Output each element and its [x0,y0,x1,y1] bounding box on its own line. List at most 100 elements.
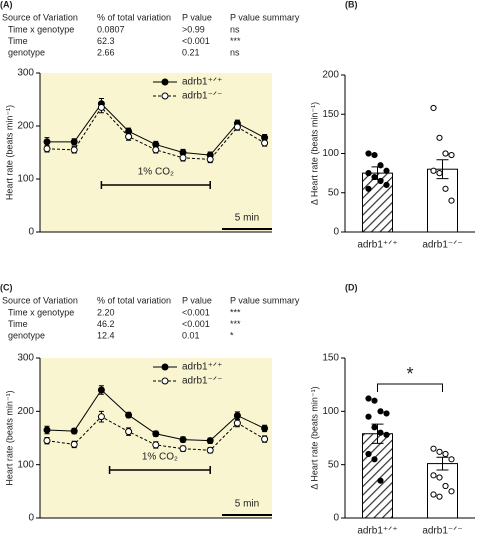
data-point [43,138,51,146]
data-point [125,133,133,141]
individual-point [377,477,384,484]
table-cell: genotype [8,330,45,340]
table-cell: 0.0807 [97,24,125,34]
y-axis-label: Heart rate (beats min⁻¹) [4,105,14,200]
table-cell: <0.001 [182,307,210,317]
data-point [125,411,133,419]
individual-point [365,170,372,177]
individual-point [383,431,390,438]
scale-label: 5 min [235,499,259,510]
data-point [261,139,269,147]
y-tick-label: 200 [322,70,339,81]
data-point [152,430,160,438]
data-point [70,427,78,435]
data-point [233,412,241,420]
stimulus-bar [108,466,211,474]
y-tick-label: 300 [17,68,34,79]
data-point [206,446,214,454]
data-point [97,413,105,421]
individual-point [371,151,378,159]
table-cell: *** [230,307,241,317]
individual-point [430,491,437,498]
data-point [70,138,78,146]
stimulus-label: 1% CO₂ [142,452,178,463]
individual-point [430,104,437,112]
individual-point [371,456,378,463]
table-cell: Time [8,319,28,329]
plot-background [40,358,272,518]
data-point [152,441,160,449]
y-tick-label: 0 [333,227,339,238]
individual-point [436,493,443,500]
data-point [97,386,105,394]
y-tick-label: 0 [28,513,34,524]
y-tick-label: 300 [17,353,34,364]
table-header: Source of Variation [2,12,78,22]
table-header: % of total variation [97,295,171,305]
table-cell: Time x genotype [8,24,74,34]
y-tick-label: 100 [17,174,34,185]
individual-point [436,448,443,455]
legend-marker [161,363,169,371]
table-cell: 46.2 [97,319,115,329]
table-cell: 2.66 [97,47,115,57]
individual-point [377,162,384,169]
individual-point [365,185,372,192]
individual-point [448,197,455,204]
table-cell: 0.01 [182,330,200,340]
data-point [125,428,133,436]
y-tick-label: 50 [328,459,340,470]
stimulus-label: 1% CO₂ [138,167,174,178]
table-header: P value summary [230,295,300,305]
individual-point [377,177,384,185]
table-cell: * [230,330,234,340]
individual-point [430,472,437,479]
legend-marker [161,377,169,385]
individual-point [365,413,372,420]
y-tick-label: 0 [333,513,339,524]
legend-label: adrb1⁻ᐟ⁻ [182,376,222,387]
table-header: Source of Variation [2,295,78,305]
data-point [233,123,241,131]
table-header: P value summary [230,12,300,22]
data-point [152,146,160,154]
legend-label: adrb1⁻ᐟ⁻ [182,91,222,102]
individual-point [448,151,455,159]
table-cell: <0.001 [182,36,210,46]
individual-point [430,445,437,452]
individual-point [436,474,443,481]
y-axis-label: Δ Heart rate (beats min⁻¹) [309,386,319,489]
individual-point [365,450,372,458]
legend-marker [161,78,169,86]
data-point [179,154,187,162]
individual-point [371,173,378,181]
individual-point [430,167,437,174]
individual-point [436,134,443,141]
y-tick-label: 100 [322,148,339,159]
table-cell: Time [8,36,28,46]
table-cell: Time x genotype [8,307,74,317]
individual-point [383,167,390,174]
panel-label: (A) [0,0,13,9]
y-tick-label: 100 [322,406,339,417]
individual-point [436,170,443,177]
panel-label: (D) [345,282,358,292]
table-cell: ns [230,24,240,34]
individual-point [377,429,384,436]
legend-label: adrb1⁺ᐟ⁺ [182,362,222,373]
table-header: % of total variation [97,12,171,22]
data-point [261,435,269,443]
table-cell: 12.4 [97,330,115,340]
y-tick-label: 200 [17,406,34,417]
scale-label: 5 min [235,213,259,224]
individual-point [442,150,449,157]
legend-label: adrb1⁺ᐟ⁺ [182,77,222,88]
data-point [233,419,241,427]
table-cell: <0.001 [182,319,210,329]
bar [362,172,393,233]
table-cell: ns [230,47,240,57]
y-tick-label: 100 [17,459,34,470]
y-tick-label: 50 [328,187,340,198]
error-bar [436,159,449,180]
